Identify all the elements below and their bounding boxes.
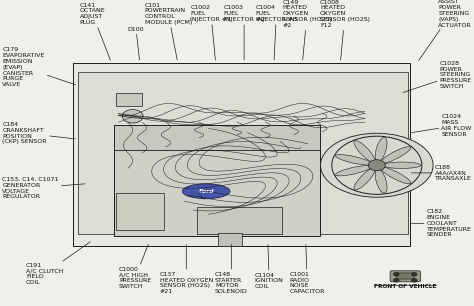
Text: C179
EVAPORATIVE
EMISSION
(EVAP)
CANISTER
PURGE
VALVE: C179 EVAPORATIVE EMISSION (EVAP) CANISTE…: [2, 47, 75, 87]
Circle shape: [411, 272, 417, 276]
Text: C1028
POWER
STEERING
PRESSURE
SWITCH: C1028 POWER STEERING PRESSURE SWITCH: [403, 61, 472, 92]
Ellipse shape: [336, 166, 372, 176]
Text: D100: D100: [128, 27, 144, 60]
Ellipse shape: [383, 162, 421, 168]
Text: C1001
RADIO
NOISE
CAPACITOR: C1001 RADIO NOISE CAPACITOR: [290, 244, 325, 294]
Text: C184
CRANKSHAFT
POSITION
(CKP) SENSOR: C184 CRANKSHAFT POSITION (CKP) SENSOR: [2, 122, 75, 144]
Text: C101
POWERTRAIN
CONTROL
MODULE (PCM): C101 POWERTRAIN CONTROL MODULE (PCM): [145, 2, 192, 60]
Text: C1004
FUEL
INJECTOR #3: C1004 FUEL INJECTOR #3: [256, 6, 297, 60]
FancyBboxPatch shape: [114, 125, 320, 236]
Text: C146
VARIABLE
ASSIST
POWER
STEERING
(VAPS)
ACTUATOR: C146 VARIABLE ASSIST POWER STEERING (VAP…: [419, 0, 472, 61]
Ellipse shape: [381, 167, 411, 184]
FancyBboxPatch shape: [390, 271, 420, 282]
Text: C1003
FUEL
INJECTOR #2: C1003 FUEL INJECTOR #2: [224, 6, 264, 60]
Text: C182
ENGINE
COOLANT
TEMPERATURE
SENDER: C182 ENGINE COOLANT TEMPERATURE SENDER: [411, 209, 472, 237]
Circle shape: [411, 278, 417, 282]
FancyBboxPatch shape: [218, 233, 242, 246]
Text: C191
A/C CLUTCH
FIELD
COIL: C191 A/C CLUTCH FIELD COIL: [26, 242, 90, 285]
FancyBboxPatch shape: [197, 207, 282, 234]
Text: C1000
A/C HIGH
PRESSURE
SWITCH: C1000 A/C HIGH PRESSURE SWITCH: [119, 244, 151, 289]
FancyBboxPatch shape: [396, 273, 414, 279]
Text: Ford: Ford: [199, 189, 214, 194]
Circle shape: [368, 160, 385, 171]
Ellipse shape: [354, 140, 375, 162]
Ellipse shape: [182, 184, 230, 199]
Text: C1002
FUEL
INJECTOR #1: C1002 FUEL INJECTOR #1: [191, 6, 231, 60]
Text: FRONT OF VEHICLE: FRONT OF VEHICLE: [374, 284, 437, 289]
Text: C188
A4A/AX4N
TRANSAXLE: C188 A4A/AX4N TRANSAXLE: [411, 165, 472, 181]
Circle shape: [122, 110, 143, 123]
Text: C148
STARTER
MOTOR
SOLENOID: C148 STARTER MOTOR SOLENOID: [215, 244, 248, 294]
Text: C1104
IGNITION
COIL: C1104 IGNITION COIL: [255, 244, 283, 289]
Text: C137
HEATED OXYGEN
SENSOR (HO2S)
#21: C137 HEATED OXYGEN SENSOR (HO2S) #21: [160, 244, 213, 294]
Ellipse shape: [381, 147, 411, 163]
FancyBboxPatch shape: [116, 193, 164, 230]
Text: C1008
HEATED
OXYGEN
SENSOR (HO2S)
F12: C1008 HEATED OXYGEN SENSOR (HO2S) F12: [320, 0, 370, 60]
FancyBboxPatch shape: [116, 93, 142, 106]
Circle shape: [393, 272, 399, 276]
FancyBboxPatch shape: [114, 125, 320, 150]
FancyBboxPatch shape: [73, 63, 410, 246]
Text: C153, C14, C1071
GENERATOR
VOLTAGE
REGULATOR: C153, C14, C1071 GENERATOR VOLTAGE REGUL…: [2, 177, 85, 200]
Ellipse shape: [320, 133, 433, 197]
Ellipse shape: [375, 169, 387, 193]
Ellipse shape: [336, 155, 372, 165]
Ellipse shape: [354, 168, 375, 190]
Text: C1024
MASS
AIR FLOW
SENSOR: C1024 MASS AIR FLOW SENSOR: [411, 114, 472, 137]
Ellipse shape: [375, 137, 387, 162]
Text: C141
OCTANE
ADJUST
PLUG: C141 OCTANE ADJUST PLUG: [80, 2, 110, 60]
Text: C149
HEATED
OXYGEN
SENSOR (HO2S)
#2: C149 HEATED OXYGEN SENSOR (HO2S) #2: [282, 0, 332, 60]
Circle shape: [393, 278, 399, 282]
FancyBboxPatch shape: [78, 72, 408, 234]
